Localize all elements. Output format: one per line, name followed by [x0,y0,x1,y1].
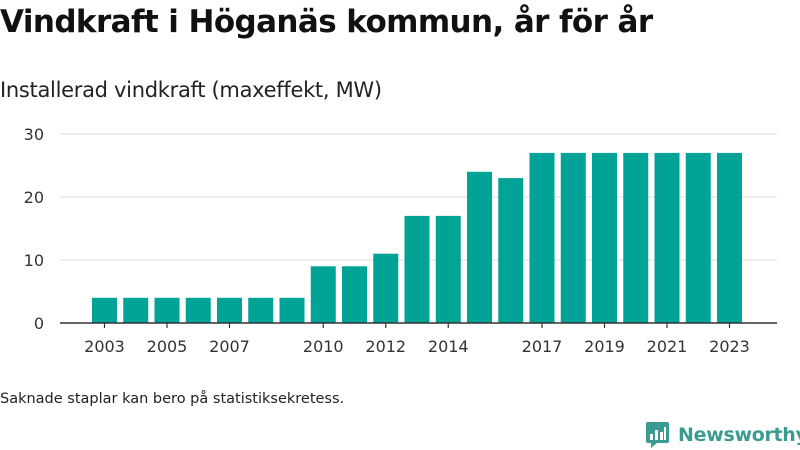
brand-name: Newsworthy [678,423,800,446]
bar-2003 [92,297,117,323]
bar-chart: 0 10 20 30 2003 2005 2007 2010 2012 2014 2017 2019… [24,125,777,356]
x-tick-label: 2019 [584,337,625,356]
bar-2010 [310,266,336,323]
bar-2014 [435,215,461,323]
bar-2009 [279,297,305,323]
y-tick-label: 10 [24,251,44,270]
bar-2022 [685,152,711,323]
y-tick-labels: 0 10 20 30 [24,125,44,333]
bar-2012 [373,253,399,323]
y-tick-label: 30 [24,125,44,144]
bar-2017 [529,152,555,323]
footnote: Saknade staplar kan bero på statistiksek… [0,391,345,407]
bar-2008 [248,297,274,323]
bar-2019 [592,152,617,323]
y-tick-label: 0 [34,314,44,333]
y-tick-label: 20 [24,188,44,207]
x-tick-label: 2010 [303,337,344,356]
bar-2015 [467,171,492,323]
x-tick-label: 2014 [428,337,469,356]
x-tick-label: 2003 [84,337,125,356]
x-tick-label: 2012 [365,337,406,356]
bar-2011 [342,266,367,323]
bar-2004 [123,297,149,323]
bar-2016 [498,178,524,323]
bar-2006 [185,297,211,323]
x-tick-label: 2005 [147,337,188,356]
brand-logo[interactable]: Newsworthy [645,421,800,448]
x-tick-label: 2007 [209,337,250,356]
chart-title: Vindkraft i Höganäs kommun, år för år [0,4,653,40]
bar-2005 [154,297,180,323]
bar-2013 [404,215,430,323]
bar-2018 [560,152,586,323]
bar-2023 [717,152,742,323]
x-tick-labels: 2003 2005 2007 2010 2012 2014 2017 2019 2021 2023 [84,323,750,356]
chart-subtitle: Installerad vindkraft (maxeffekt, MW) [0,78,382,102]
x-tick-label: 2021 [647,337,688,356]
newsworthy-logo-icon [646,422,669,448]
bar-2007 [217,297,242,323]
bars [92,152,742,323]
bar-2020 [623,152,649,323]
x-tick-label: 2017 [522,337,563,356]
bar-2021 [654,152,680,323]
x-tick-label: 2023 [709,337,750,356]
